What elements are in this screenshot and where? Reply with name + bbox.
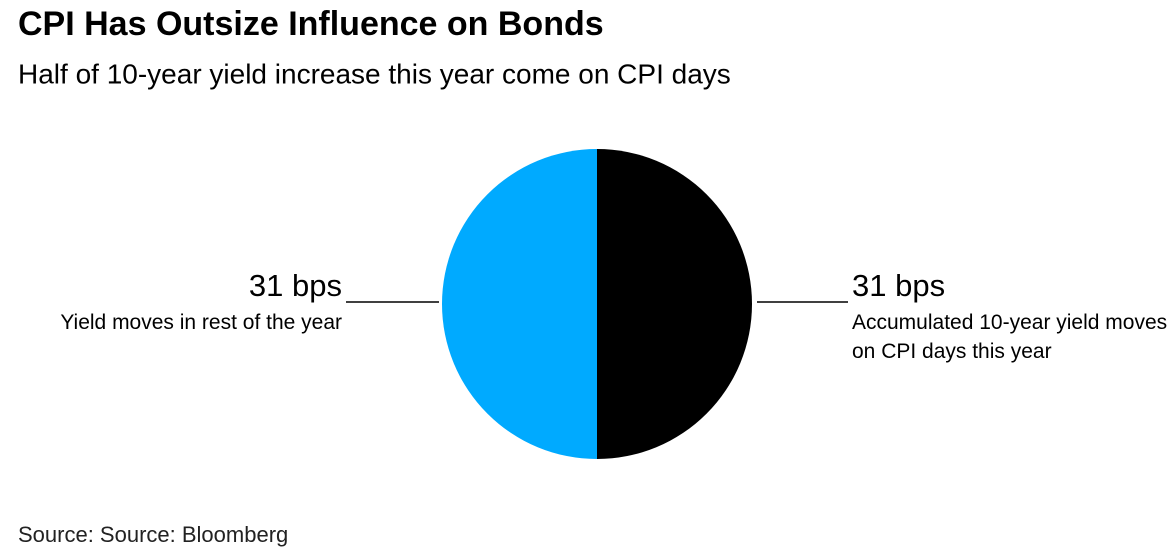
chart-title: CPI Has Outsize Influence on Bonds <box>18 5 604 43</box>
source-note: Source: Source: Bloomberg <box>18 522 288 547</box>
category-label: Accumulated 10-year yield moves on CPI d… <box>852 311 1168 363</box>
category-label: Yield moves in rest of the year <box>60 311 342 334</box>
value-label: 31 bps <box>852 268 945 303</box>
pie-slice <box>597 149 752 459</box>
value-label: 31 bps <box>249 268 342 303</box>
pie-slice <box>442 149 597 459</box>
chart-subtitle: Half of 10-year yield increase this year… <box>18 58 731 89</box>
